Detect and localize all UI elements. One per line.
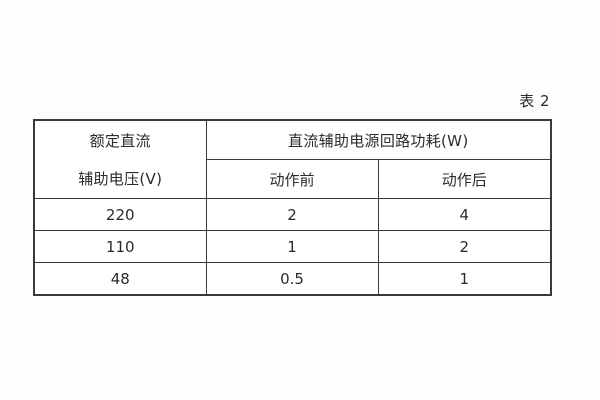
table-container: 额定直流 辅助电压(V) 直流辅助电源回路功耗(W) 动作前 动作后 220 2…: [33, 119, 552, 296]
table-caption: 表 2: [519, 92, 550, 110]
header-rated-voltage-line1: 额定直流: [89, 131, 151, 150]
table-header-row-1: 额定直流 辅助电压(V) 直流辅助电源回路功耗(W): [33, 119, 552, 199]
cell-voltage: 220: [33, 198, 207, 231]
cell-after: 1: [377, 262, 552, 296]
cell-before: 2: [205, 198, 379, 231]
table-header-row-2: 动作前 动作后: [34, 159, 552, 199]
table-row: 220 2 4: [33, 198, 552, 231]
table-row: 110 1 2: [33, 230, 552, 263]
table-row: 48 0.5 1: [33, 262, 552, 296]
cell-voltage: 110: [33, 230, 207, 263]
power-consumption-table: 额定直流 辅助电压(V) 直流辅助电源回路功耗(W) 动作前 动作后 220 2…: [33, 119, 552, 296]
header-cell-power-consumption: 直流辅助电源回路功耗(W): [205, 119, 552, 160]
cell-after: 4: [377, 198, 552, 231]
header-rated-voltage-line2: 辅助电压(V): [78, 169, 163, 188]
header-cell-after-action: 动作后: [377, 159, 552, 199]
header-cell-before-action: 动作前: [205, 159, 379, 199]
cell-after: 2: [377, 230, 552, 263]
cell-voltage: 48: [33, 262, 207, 296]
cell-before: 1: [205, 230, 379, 263]
header-cell-rated-voltage: 额定直流 辅助电压(V): [33, 119, 207, 199]
cell-before: 0.5: [205, 262, 379, 296]
